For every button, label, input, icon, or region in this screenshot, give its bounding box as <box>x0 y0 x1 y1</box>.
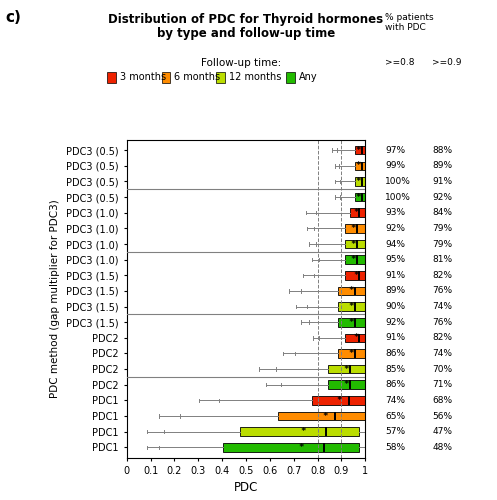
Bar <box>312 396 365 404</box>
Bar <box>338 318 365 326</box>
Bar <box>329 365 365 374</box>
Text: *: * <box>353 271 358 280</box>
Text: 70%: 70% <box>432 364 452 374</box>
Text: 89%: 89% <box>385 286 405 296</box>
Text: 99%: 99% <box>385 162 405 170</box>
Text: 74%: 74% <box>432 302 452 311</box>
Text: *: * <box>355 192 361 202</box>
Bar <box>345 271 365 280</box>
Text: 48%: 48% <box>432 443 452 452</box>
Bar <box>345 224 365 232</box>
Bar <box>354 193 365 202</box>
Text: 82%: 82% <box>432 334 452 342</box>
Text: *: * <box>353 208 358 217</box>
Text: 76%: 76% <box>432 318 452 326</box>
Text: *: * <box>351 240 356 248</box>
Text: 71%: 71% <box>432 380 452 390</box>
Bar <box>345 256 365 264</box>
Text: *: * <box>322 412 328 420</box>
Text: >=0.8: >=0.8 <box>385 58 414 67</box>
Text: 47%: 47% <box>432 427 452 436</box>
Text: 74%: 74% <box>432 349 452 358</box>
Text: *: * <box>348 286 354 296</box>
Bar <box>345 240 365 248</box>
Text: 95%: 95% <box>385 255 405 264</box>
Text: Any: Any <box>299 72 317 83</box>
Text: 90%: 90% <box>385 302 405 311</box>
Text: *: * <box>336 396 342 405</box>
Text: *: * <box>353 334 358 342</box>
Text: *: * <box>343 364 349 374</box>
Text: *: * <box>351 224 356 233</box>
Text: 100%: 100% <box>385 192 411 202</box>
Text: 6 months: 6 months <box>174 72 221 83</box>
Text: 82%: 82% <box>432 271 452 280</box>
Bar <box>223 443 359 452</box>
Text: 85%: 85% <box>385 364 405 374</box>
Bar <box>338 302 365 311</box>
Text: *: * <box>348 349 354 358</box>
Y-axis label: PDC method (gap multiplier for PDC3): PDC method (gap multiplier for PDC3) <box>50 200 60 398</box>
Text: *: * <box>355 146 361 154</box>
Bar <box>354 177 365 186</box>
Bar <box>338 286 365 295</box>
Text: >=0.9: >=0.9 <box>432 58 462 67</box>
Bar <box>338 349 365 358</box>
Text: 86%: 86% <box>385 349 405 358</box>
Text: 79%: 79% <box>432 240 452 248</box>
Bar <box>278 412 365 420</box>
Text: Distribution of PDC for Thyroid hormones
by type and follow-up time: Distribution of PDC for Thyroid hormones… <box>108 12 384 40</box>
Bar <box>240 428 359 436</box>
Text: *: * <box>351 255 356 264</box>
Text: 56%: 56% <box>432 412 452 420</box>
Text: 92%: 92% <box>432 192 452 202</box>
Text: 3 months: 3 months <box>120 72 166 83</box>
Text: 91%: 91% <box>385 334 405 342</box>
Text: 65%: 65% <box>385 412 405 420</box>
Bar <box>350 208 365 217</box>
Text: 81%: 81% <box>432 255 452 264</box>
Text: 79%: 79% <box>432 224 452 233</box>
Text: 86%: 86% <box>385 380 405 390</box>
Text: *: * <box>301 427 306 436</box>
Text: Follow-up time:: Follow-up time: <box>201 58 281 68</box>
Text: 92%: 92% <box>385 318 405 326</box>
Bar <box>345 334 365 342</box>
Text: % patients
with PDC: % patients with PDC <box>385 12 434 32</box>
Text: 97%: 97% <box>385 146 405 154</box>
Bar <box>329 380 365 389</box>
Text: *: * <box>298 443 304 452</box>
Text: 88%: 88% <box>432 146 452 154</box>
Text: 12 months: 12 months <box>229 72 281 83</box>
Text: *: * <box>355 177 361 186</box>
Text: 58%: 58% <box>385 443 405 452</box>
Text: *: * <box>355 162 361 170</box>
Text: 91%: 91% <box>432 177 452 186</box>
Text: 91%: 91% <box>385 271 405 280</box>
Text: 93%: 93% <box>385 208 405 217</box>
Text: 76%: 76% <box>432 286 452 296</box>
Text: 68%: 68% <box>432 396 452 405</box>
Text: 94%: 94% <box>385 240 405 248</box>
Text: 89%: 89% <box>432 162 452 170</box>
Text: c): c) <box>5 10 21 25</box>
Text: *: * <box>348 318 354 326</box>
Text: 57%: 57% <box>385 427 405 436</box>
Text: 74%: 74% <box>385 396 405 405</box>
Text: 84%: 84% <box>432 208 452 217</box>
Bar <box>354 146 365 154</box>
Text: *: * <box>348 302 354 311</box>
X-axis label: PDC: PDC <box>234 482 258 494</box>
Text: 92%: 92% <box>385 224 405 233</box>
Text: 100%: 100% <box>385 177 411 186</box>
Text: *: * <box>343 380 349 390</box>
Bar <box>354 162 365 170</box>
